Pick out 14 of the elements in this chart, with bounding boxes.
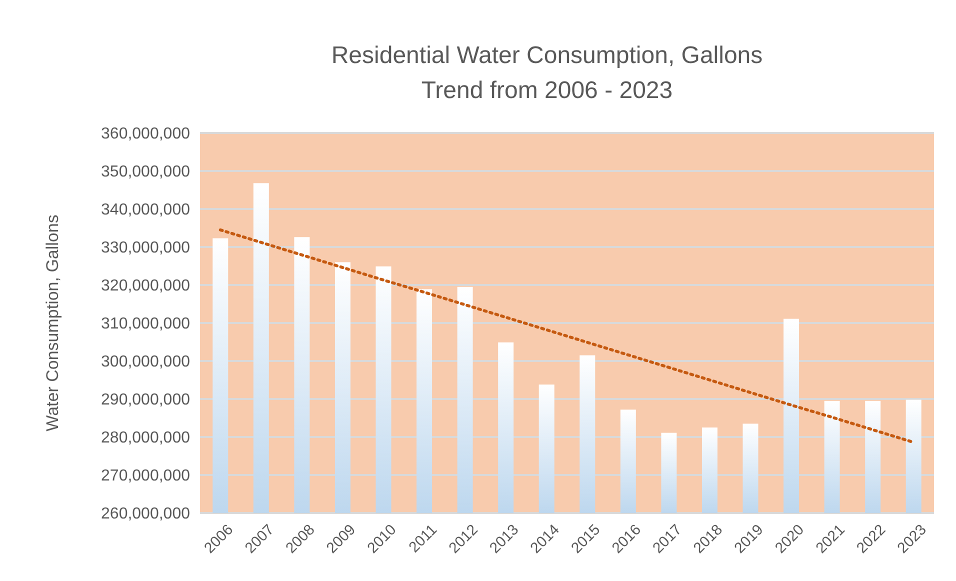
y-tick-label: 330,000,000 bbox=[101, 240, 190, 257]
y-tick-label: 280,000,000 bbox=[101, 430, 190, 447]
chart-title: Residential Water Consumption, Gallons bbox=[331, 42, 763, 69]
y-tick-label: 310,000,000 bbox=[101, 316, 190, 333]
y-tick-label: 270,000,000 bbox=[101, 468, 190, 485]
y-tick-label: 360,000,000 bbox=[101, 126, 190, 143]
y-tick-label: 300,000,000 bbox=[101, 354, 190, 371]
y-axis-title: Water Consumption, Gallons bbox=[43, 214, 62, 432]
chart-subtitle: Trend from 2006 - 2023 bbox=[421, 77, 673, 104]
y-tick-label: 340,000,000 bbox=[101, 202, 190, 219]
y-tick-label: 260,000,000 bbox=[101, 506, 190, 523]
y-tick-label: 320,000,000 bbox=[101, 278, 190, 295]
y-tick-label: 350,000,000 bbox=[101, 164, 190, 181]
y-tick-label: 290,000,000 bbox=[101, 392, 190, 409]
